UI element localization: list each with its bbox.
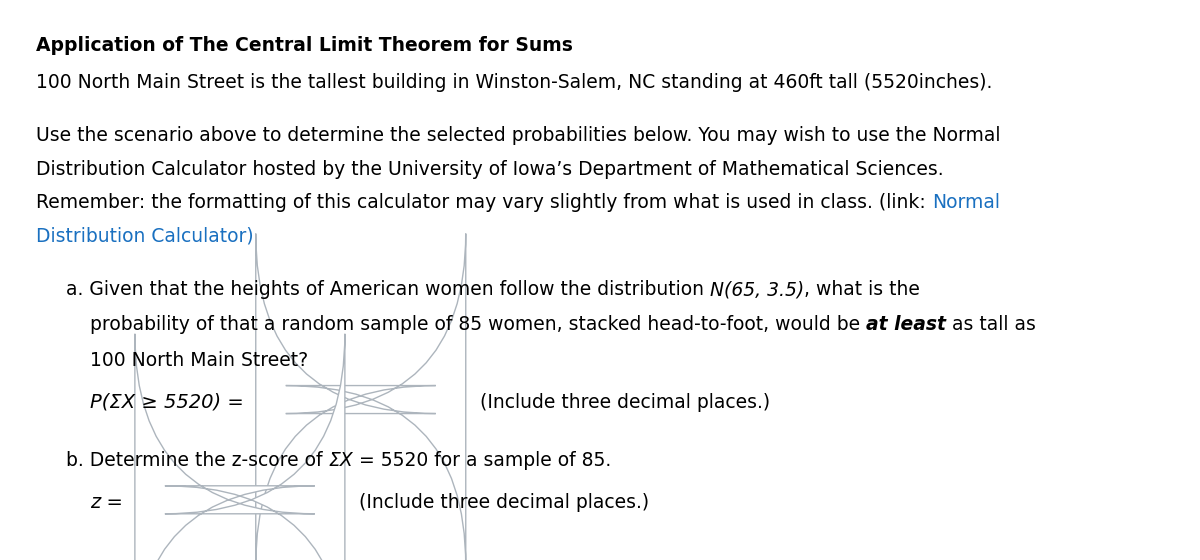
Text: (Include three decimal places.): (Include three decimal places.) [480, 393, 770, 412]
Text: as tall as: as tall as [946, 315, 1036, 334]
Text: a. Given that the heights of American women follow the distribution: a. Given that the heights of American wo… [66, 280, 710, 299]
Text: Distribution Calculator hosted by the University of Iowa’s Department of Mathema: Distribution Calculator hosted by the Un… [36, 160, 943, 179]
Text: ΣX: ΣX [329, 451, 353, 470]
Text: , what is the: , what is the [804, 280, 920, 299]
Text: N(65, 3.5): N(65, 3.5) [710, 280, 804, 299]
Text: Application of The Central Limit Theorem for Sums: Application of The Central Limit Theorem… [36, 36, 572, 55]
Text: (Include three decimal places.): (Include three decimal places.) [359, 493, 649, 512]
Text: Distribution Calculator): Distribution Calculator) [36, 227, 253, 246]
Text: Use the scenario above to determine the selected probabilities below. You may wi: Use the scenario above to determine the … [36, 126, 1001, 145]
Text: b. Determine the z-score of: b. Determine the z-score of [66, 451, 329, 470]
Text: z =: z = [90, 493, 122, 512]
Text: at least: at least [866, 315, 946, 334]
Text: P(ΣX ≥ 5520) =: P(ΣX ≥ 5520) = [90, 393, 244, 412]
Text: 100 North Main Street is the tallest building in Winston-Salem, NC standing at 4: 100 North Main Street is the tallest bui… [36, 73, 992, 92]
Text: Remember: the formatting of this calculator may vary slightly from what is used : Remember: the formatting of this calcula… [36, 193, 931, 212]
Text: Normal: Normal [931, 193, 1000, 212]
Text: 100 North Main Street?: 100 North Main Street? [90, 351, 308, 370]
Text: = 5520 for a sample of 85.: = 5520 for a sample of 85. [353, 451, 612, 470]
Text: probability of that a random sample of 85 women, stacked head-to-foot, would be: probability of that a random sample of 8… [90, 315, 866, 334]
